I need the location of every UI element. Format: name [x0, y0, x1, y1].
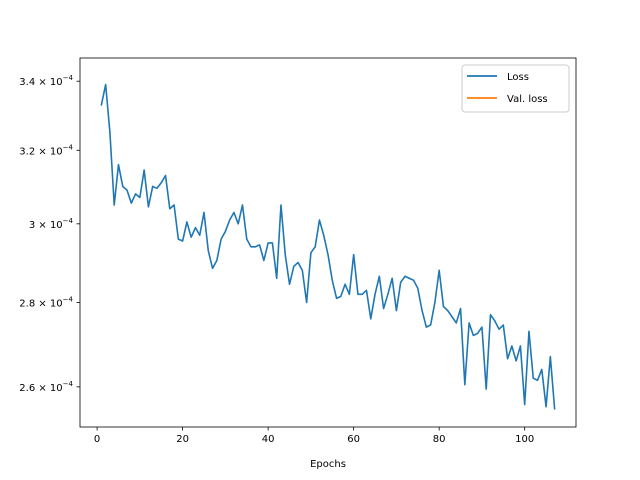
plot-area — [80, 58, 576, 427]
x-tick-label: 40 — [262, 434, 275, 445]
x-axis-ticks: 0 20 40 60 80 100 — [94, 427, 534, 445]
x-tick-label: 0 — [94, 434, 100, 445]
x-tick-label: 60 — [347, 434, 360, 445]
series-line-loss — [100, 83, 556, 410]
x-tick-label: 100 — [515, 434, 534, 445]
legend-label-val-loss: Val. loss — [507, 94, 548, 105]
series-layer — [100, 83, 556, 410]
x-tick-label: 80 — [433, 434, 446, 445]
y-tick-label: 3 × 10−4 — [29, 217, 74, 231]
y-axis-ticks: 2.6 × 10−4 2.8 × 10−4 3 × 10−4 3.2 × 10−4 3.… — [19, 74, 80, 394]
y-tick-label: 3.4 × 10−4 — [19, 74, 73, 88]
y-tick-label: 2.6 × 10−4 — [19, 380, 73, 394]
x-tick-label: 20 — [176, 434, 189, 445]
x-axis-label: Epochs — [310, 459, 346, 470]
legend: Loss Val. loss — [461, 64, 570, 113]
y-tick-label: 2.8 × 10−4 — [19, 295, 73, 309]
y-tick-label: 3.2 × 10−4 — [19, 143, 73, 157]
legend-label-loss: Loss — [507, 72, 529, 83]
axes-frame — [79, 57, 577, 428]
